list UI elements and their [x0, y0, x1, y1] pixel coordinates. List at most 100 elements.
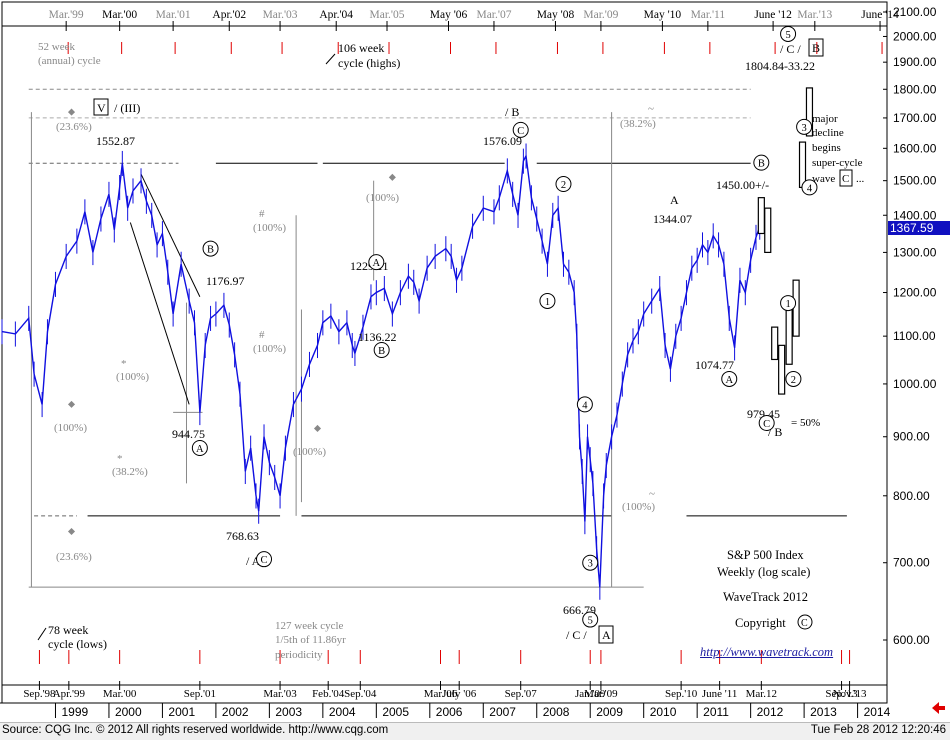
- footer-source: Source: CQG Inc. © 2012 All rights reser…: [2, 724, 389, 736]
- price-1552: 1552.87: [96, 134, 135, 148]
- diamond-marker: [313, 424, 322, 432]
- year-label: 2010: [650, 705, 677, 719]
- y-tick-label: 1700.00: [893, 111, 937, 125]
- wave-c-2007: C: [517, 126, 524, 137]
- year-label: 2000: [115, 705, 142, 719]
- wave-b-2005-circle: [373, 342, 390, 359]
- projection-bar: [798, 141, 807, 188]
- bottom-date-label: Sep.'98: [23, 688, 56, 700]
- wave-iii-label: / (III): [114, 101, 140, 115]
- top-date-label: Mar.'00: [102, 9, 137, 21]
- price-top: 1804.84-33.22: [745, 59, 815, 73]
- wavetrack-link[interactable]: http://www.wavetrack.com: [700, 645, 834, 659]
- y-tick-label: 700.00: [893, 556, 930, 570]
- cycle-127-line2: 1/5th of 11.86yr: [275, 634, 346, 646]
- tilde-2: ~: [649, 488, 655, 500]
- pct-50: = 50%: [791, 417, 820, 429]
- wave-5-2013: 5: [785, 30, 790, 41]
- top-date-label: June '14: [861, 9, 899, 21]
- fib-100-left: (100%): [54, 422, 87, 434]
- trendline: [140, 173, 201, 297]
- scroll-left-icon[interactable]: [930, 699, 946, 717]
- wave-a-2011: A: [725, 375, 733, 386]
- cycle-52-line1: 52 week: [38, 41, 75, 53]
- year-label: 2008: [543, 705, 570, 719]
- wave-c-2007-circle: [512, 121, 529, 138]
- wave-5cb-box: B: [812, 41, 820, 55]
- year-label: 2002: [222, 705, 249, 719]
- cycle-106-line1: 106 week: [338, 41, 384, 55]
- wave-1-2008-circle: [539, 292, 556, 309]
- wave-4-2008: 4: [582, 400, 588, 411]
- bottom-date-label: July '06: [442, 688, 477, 700]
- price-944: 944.75: [172, 427, 205, 441]
- tilde-1: ~: [648, 103, 654, 115]
- year-label: 2003: [275, 705, 302, 719]
- y-tick-label: 1400.00: [893, 208, 937, 222]
- price-768: 768.63: [226, 529, 259, 543]
- fib-236-bottom: (23.6%): [56, 551, 92, 563]
- wave-guides: [28, 88, 847, 588]
- wave-b-2001: B: [207, 245, 214, 256]
- wave-4-proj-circle: [801, 179, 818, 196]
- copyright-symbol: C: [801, 618, 808, 629]
- fib-100-2003c: (100%): [293, 446, 326, 458]
- wave-1-2008: 1: [545, 297, 550, 308]
- projection-bar: [785, 308, 793, 365]
- major-line1: major: [812, 113, 838, 125]
- top-date-label: Apr.'02: [212, 9, 246, 21]
- wave-5-2009-circle: [582, 611, 599, 628]
- fib-100-2003b: (100%): [253, 343, 286, 355]
- wave-5ca-box: A: [602, 628, 611, 642]
- wave-a-2001: A: [196, 444, 204, 455]
- wave-b-2012: B: [758, 159, 765, 170]
- top-date-label: June '12: [754, 9, 792, 21]
- wave-a-2005-circle: [368, 254, 385, 271]
- bottom-date-label: Mar.'09: [584, 688, 618, 700]
- bottom-date-label: Nov.'13: [833, 688, 867, 700]
- y-tick-label: 1500.00: [893, 174, 937, 188]
- y-tick-label: 1800.00: [893, 82, 937, 96]
- y-tick-label: 1600.00: [893, 141, 937, 155]
- wave-2-proj-circle: [785, 370, 802, 387]
- bottom-date-label: Sep.'04: [344, 688, 377, 700]
- bottom-date-label: Sep.'01: [184, 688, 216, 700]
- wave-c-2012: C: [763, 419, 770, 430]
- footer-timestamp: Tue Feb 28 2012 12:20:46: [810, 724, 946, 736]
- projection-bar: [778, 344, 786, 395]
- wave-c-2012-circle: [758, 415, 775, 432]
- major-line2: decline: [812, 127, 844, 139]
- wave-b-2001-circle: [202, 240, 219, 257]
- top-date-label: May '06: [430, 9, 468, 21]
- year-label: 2006: [436, 705, 463, 719]
- cycle-106-line2: cycle (highs): [338, 56, 400, 70]
- price-1074: 1074.77: [695, 358, 734, 372]
- wave-3-2009-circle: [582, 554, 599, 571]
- wave-3-2009: 3: [588, 559, 593, 570]
- projection-bar: [764, 207, 772, 254]
- wave-4-2008-circle: [576, 396, 593, 413]
- wave-a-2005: A: [373, 258, 381, 269]
- price-1344: 1344.07: [653, 212, 692, 226]
- wave-b-2005: B: [378, 346, 385, 357]
- x-axis: 1999 2000 2001 2002 2003 2004 2005 2006 2007 2008…: [0, 684, 891, 719]
- wave-5-2009: 5: [588, 616, 593, 627]
- wave-2-2008: 2: [561, 180, 566, 191]
- wave-3-proj: 3: [801, 123, 806, 134]
- projection-bar: [805, 87, 814, 137]
- fib-236-top: (23.6%): [56, 121, 92, 133]
- chart-credit: WaveTrack 2012: [723, 590, 808, 604]
- y-tick-label: 1200.00: [893, 286, 937, 300]
- top-date-label: Apr.'04: [319, 9, 353, 21]
- bottom-date-label: Mar.'03: [263, 688, 297, 700]
- wave-5cb-top: / C /: [780, 42, 801, 56]
- y-tick-label: 600.00: [893, 633, 930, 647]
- wave-c-2002: C: [261, 555, 268, 566]
- major-line3: begins: [812, 142, 841, 154]
- year-label: 2001: [168, 705, 195, 719]
- top-date-label: Mar.'13: [797, 9, 832, 21]
- bottom-date-label: Apr.'99: [53, 688, 86, 700]
- major-line5: wave: [812, 173, 835, 185]
- wave-5-2013-circle: [780, 25, 797, 42]
